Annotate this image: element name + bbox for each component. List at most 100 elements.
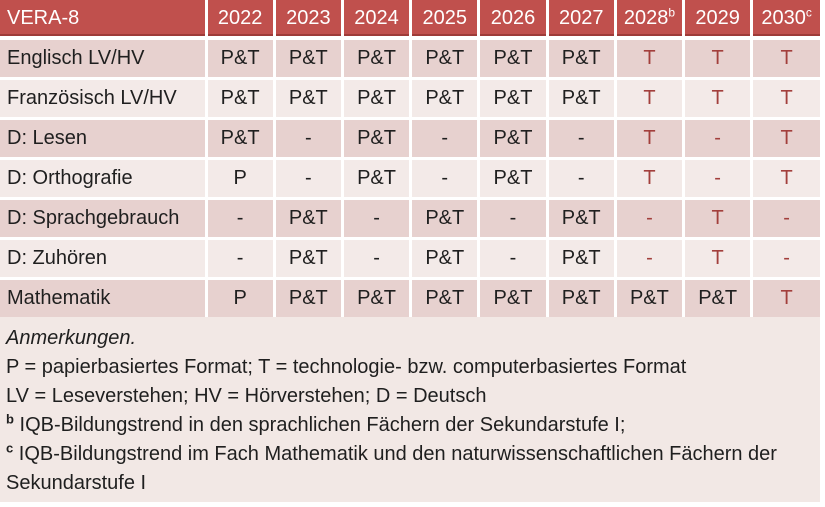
format-cell: P&T <box>478 118 549 160</box>
notes-title: Anmerkungen. <box>6 327 137 349</box>
format-cell: P&T <box>478 278 549 317</box>
year-label: 2027 <box>558 6 604 29</box>
table-row: D: Lesen P&T - P&T - P&T - T - T <box>0 118 820 160</box>
format-cell: - <box>274 118 344 160</box>
year-header: 2026 <box>478 0 549 40</box>
table-row: Französisch LV/HV P&T P&T P&T P&T P&T P&T T T T <box>0 78 820 120</box>
year-header: 2030c <box>751 0 820 40</box>
table-row: D: Sprachgebrauch - P&T - P&T - P&T - T - <box>0 198 820 240</box>
format-cell: T <box>683 38 754 80</box>
year-label: 2024 <box>354 6 399 29</box>
format-cell: P&T <box>410 198 481 240</box>
year-header: 2027 <box>547 0 617 40</box>
table-title-cell: VERA-8 <box>0 0 208 40</box>
format-cell: - <box>683 118 754 160</box>
format-cell: P&T <box>206 38 276 80</box>
footnote-b-text: IQB-Bildungstrend in den sprachlichen Fä… <box>19 414 626 436</box>
format-cell: T <box>751 278 820 317</box>
note-format-legend: P = papierbasiertes Format; T = technolo… <box>6 356 687 378</box>
format-cell: - <box>615 198 686 240</box>
format-cell: P&T <box>274 238 344 280</box>
year-label: 2025 <box>422 6 468 29</box>
format-cell: - <box>206 238 276 280</box>
footnote-b-marker: b <box>6 411 14 427</box>
format-cell: - <box>683 158 754 200</box>
format-cell: P&T <box>410 38 481 80</box>
format-cell: - <box>547 158 617 200</box>
format-cell: P&T <box>274 78 344 120</box>
format-cell: P&T <box>547 278 617 317</box>
year-label: 2022 <box>217 6 263 29</box>
year-label: 2026 <box>490 6 536 29</box>
format-cell: - <box>751 198 820 240</box>
format-cell: P&T <box>547 38 617 80</box>
format-cell: P&T <box>342 158 413 200</box>
year-header: 2028b <box>615 0 686 40</box>
format-cell: P&T <box>478 158 549 200</box>
format-cell: P&T <box>410 238 481 280</box>
footnote-c: c IQB-Bildungstrend im Fach Mathematik u… <box>6 440 794 498</box>
year-header: 2029 <box>683 0 754 40</box>
format-cell: P&T <box>410 278 481 317</box>
format-cell: T <box>751 118 820 160</box>
table-row: Mathematik P P&T P&T P&T P&T P&T P&T P&T T <box>0 278 820 317</box>
format-cell: T <box>751 38 820 80</box>
table-body: Englisch LV/HV P&T P&T P&T P&T P&T P&T T T T Franz… <box>0 38 820 317</box>
footnote-b: b IQB-Bildungstrend in den sprachlichen … <box>6 411 794 440</box>
year-label: 2028 <box>623 6 669 29</box>
format-cell: P&T <box>342 118 413 160</box>
year-header: 2022 <box>206 0 276 40</box>
format-cell: - <box>274 158 344 200</box>
format-cell: T <box>751 158 820 200</box>
footnote-c-text: IQB-Bildungstrend im Fach Mathematik und… <box>6 443 777 494</box>
format-cell: P&T <box>615 278 686 317</box>
row-label: Mathematik <box>0 278 208 317</box>
row-label: D: Zuhören <box>0 238 208 280</box>
format-cell: - <box>342 238 413 280</box>
format-cell: P&T <box>274 198 344 240</box>
footnote-c-marker: c <box>6 440 14 456</box>
format-cell: P&T <box>342 78 413 120</box>
note-abbrev-legend: LV = Leseverstehen; HV = Hörverstehen; D… <box>6 385 487 407</box>
format-cell: T <box>683 78 754 120</box>
year-footnote-marker: b <box>668 4 676 19</box>
format-cell: T <box>615 78 686 120</box>
row-label: D: Orthografie <box>0 158 208 200</box>
year-footnote-marker: c <box>805 4 812 19</box>
row-label: D: Lesen <box>0 118 208 160</box>
format-cell: P&T <box>274 38 344 80</box>
row-label: Französisch LV/HV <box>0 78 208 120</box>
format-cell: P&T <box>274 278 344 317</box>
format-cell: P <box>206 158 276 200</box>
format-cell: - <box>206 198 276 240</box>
format-cell: - <box>615 238 686 280</box>
table-row: D: Orthografie P - P&T - P&T - T - T <box>0 158 820 200</box>
format-cell: P&T <box>547 238 617 280</box>
format-cell: T <box>615 38 686 80</box>
row-label: D: Sprachgebrauch <box>0 198 208 240</box>
header-row: VERA-8 2022 2023 2024 2025 2026 2027 2028b 2029… <box>0 0 820 40</box>
format-cell: P&T <box>342 38 413 80</box>
format-cell: T <box>683 238 754 280</box>
year-header: 2024 <box>342 0 413 40</box>
format-cell: P&T <box>547 78 617 120</box>
format-cell: P&T <box>478 38 549 80</box>
format-cell: P&T <box>206 78 276 120</box>
vera8-schedule-table: VERA-8 2022 2023 2024 2025 2026 2027 2028b 2029… <box>0 0 820 317</box>
table-row: Englisch LV/HV P&T P&T P&T P&T P&T P&T T T T <box>0 38 820 80</box>
year-header: 2023 <box>274 0 344 40</box>
format-cell: P&T <box>410 78 481 120</box>
table-row: D: Zuhören - P&T - P&T - P&T - T - <box>0 238 820 280</box>
row-label: Englisch LV/HV <box>0 38 208 80</box>
format-cell: P&T <box>547 198 617 240</box>
year-label: 2023 <box>286 6 331 29</box>
year-label: 2030 <box>761 6 806 29</box>
format-cell: T <box>615 118 686 160</box>
format-cell: - <box>410 158 481 200</box>
format-cell: - <box>751 238 820 280</box>
year-label: 2029 <box>695 6 740 29</box>
format-cell: - <box>410 118 481 160</box>
format-cell: P&T <box>478 78 549 120</box>
format-cell: - <box>478 198 549 240</box>
